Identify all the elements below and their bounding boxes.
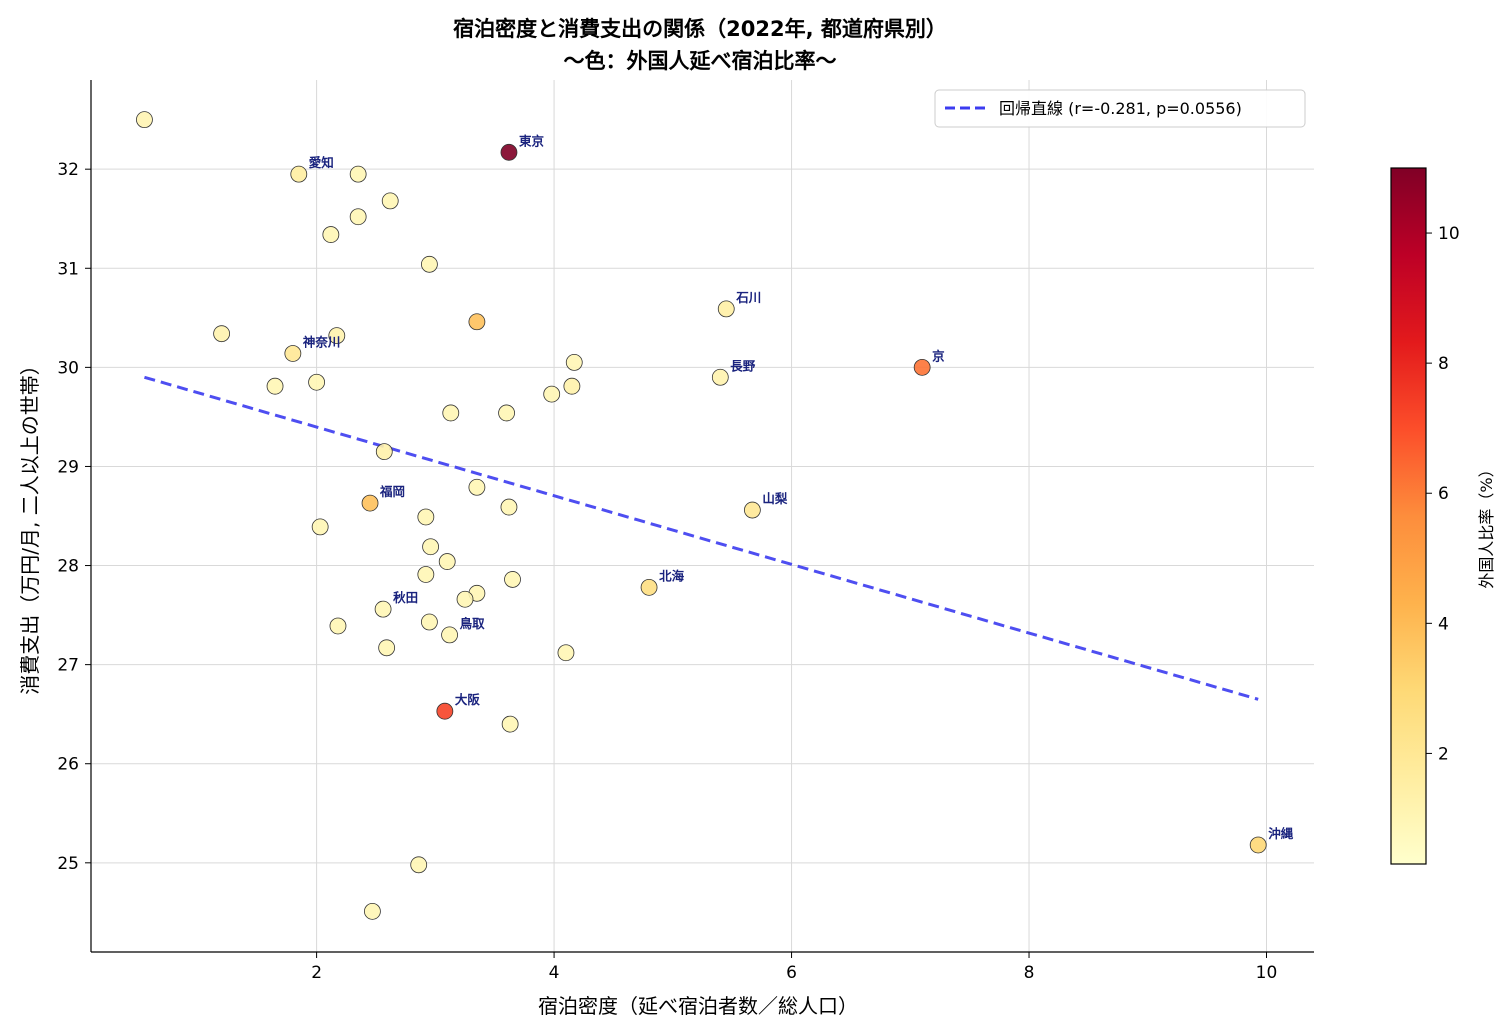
- data-point: [504, 571, 521, 588]
- regression-line: [144, 375, 1259, 701]
- colorbar-ticks: 2 4 6 8 10: [1426, 224, 1460, 764]
- data-point: [375, 443, 393, 460]
- data-point: [417, 508, 435, 526]
- data-point: [442, 404, 460, 422]
- point-label: 北海: [659, 568, 685, 583]
- data-point: [374, 600, 392, 618]
- data-point: [640, 578, 658, 596]
- data-point: [543, 385, 561, 403]
- plot-axes: [90, 80, 1314, 953]
- y-tick-label: 25: [57, 854, 79, 874]
- point-label: 東京: [519, 133, 545, 148]
- data-point: [743, 501, 761, 519]
- colorbar-tick-label: 6: [1438, 484, 1449, 504]
- data-point: [498, 404, 515, 422]
- colorbar-label: 外国人比率（%）: [1477, 461, 1496, 588]
- data-point: [468, 478, 486, 496]
- data-point: [364, 902, 381, 920]
- data-point: [329, 617, 347, 635]
- data-point: [563, 377, 581, 395]
- data-point: [410, 856, 428, 874]
- y-tick-label: 29: [57, 457, 79, 477]
- legend-box: [934, 89, 1306, 128]
- y-ticks: 25 26 27 28 29 30 31 32: [57, 160, 91, 874]
- y-tick-label: 28: [57, 557, 79, 577]
- data-point: [500, 143, 518, 161]
- data-points: [136, 111, 1267, 920]
- data-point: [565, 354, 583, 371]
- data-point: [284, 345, 302, 362]
- point-label: 沖縄: [1268, 826, 1294, 841]
- data-point: [322, 226, 340, 243]
- data-point: [213, 325, 231, 343]
- x-axis-label: 宿泊密度（延べ宿泊者数／総人口）: [538, 994, 858, 1018]
- point-label: 福岡: [379, 484, 405, 499]
- y-tick-label: 27: [57, 656, 79, 676]
- point-label: 長野: [730, 358, 756, 373]
- y-tick-label: 31: [57, 259, 79, 279]
- x-tick-label: 8: [1024, 963, 1035, 983]
- data-point: [913, 358, 931, 376]
- data-point: [500, 498, 518, 516]
- data-point: [311, 518, 329, 536]
- data-point: [349, 208, 367, 226]
- data-point: [436, 702, 454, 720]
- x-tick-label: 4: [549, 963, 560, 983]
- y-tick-label: 30: [57, 358, 79, 378]
- data-point: [266, 377, 284, 395]
- colorbar-tick-label: 2: [1438, 744, 1449, 764]
- data-point: [468, 313, 486, 331]
- data-point: [717, 300, 735, 318]
- data-point: [441, 626, 458, 644]
- data-point: [456, 590, 474, 608]
- point-label: 鳥取: [460, 616, 486, 631]
- point-label: 山梨: [762, 491, 788, 506]
- colorbar-tick-label: 8: [1438, 354, 1449, 374]
- x-tick-label: 2: [311, 963, 322, 983]
- colorbar-tick-label: 4: [1438, 614, 1449, 634]
- data-point: [501, 715, 519, 733]
- chart-subtitle: 〜色：外国人延べ宿泊比率〜: [564, 49, 837, 73]
- colorbar: 2 4 6 8 10 外国人比率（%）: [1390, 167, 1496, 865]
- data-point: [328, 327, 346, 345]
- data-point: [308, 373, 326, 391]
- y-axis-label: 消費支出（万円/月, 二人以上の世帯）: [18, 355, 42, 694]
- x-tick-label: 10: [1256, 963, 1278, 983]
- data-point: [361, 494, 379, 512]
- legend-label: 回帰直線 (r=-0.281, p=0.0556): [999, 99, 1242, 118]
- data-point: [421, 613, 438, 631]
- legend: 回帰直線 (r=-0.281, p=0.0556): [934, 89, 1306, 128]
- data-point: [417, 566, 435, 583]
- point-label: 秋田: [393, 590, 418, 605]
- data-point: [1249, 836, 1267, 854]
- y-tick-label: 26: [57, 755, 79, 775]
- point-label: 愛知: [309, 155, 334, 170]
- data-point: [438, 553, 456, 570]
- data-point: [349, 165, 367, 183]
- y-tick-label: 32: [57, 160, 79, 180]
- data-point: [290, 165, 308, 183]
- point-label: 神奈川: [303, 334, 341, 349]
- data-point: [381, 192, 399, 210]
- colorbar-tick-label: 10: [1438, 224, 1460, 244]
- data-point: [136, 111, 153, 129]
- data-point: [557, 644, 575, 662]
- grid-lines: [91, 80, 1314, 952]
- data-point: [422, 538, 439, 556]
- x-tick-label: 6: [786, 963, 797, 983]
- point-label: 石川: [735, 290, 761, 305]
- data-point: [421, 255, 438, 273]
- data-point: [711, 368, 729, 386]
- data-point: [378, 639, 396, 657]
- point-label: 京: [932, 348, 945, 363]
- point-label: 大阪: [455, 692, 481, 707]
- colorbar-gradient: [1390, 167, 1427, 865]
- chart-title: 宿泊密度と消費支出の関係（2022年, 都道府県別）: [453, 17, 947, 41]
- x-ticks: 2 4 6 8 10: [311, 952, 1277, 983]
